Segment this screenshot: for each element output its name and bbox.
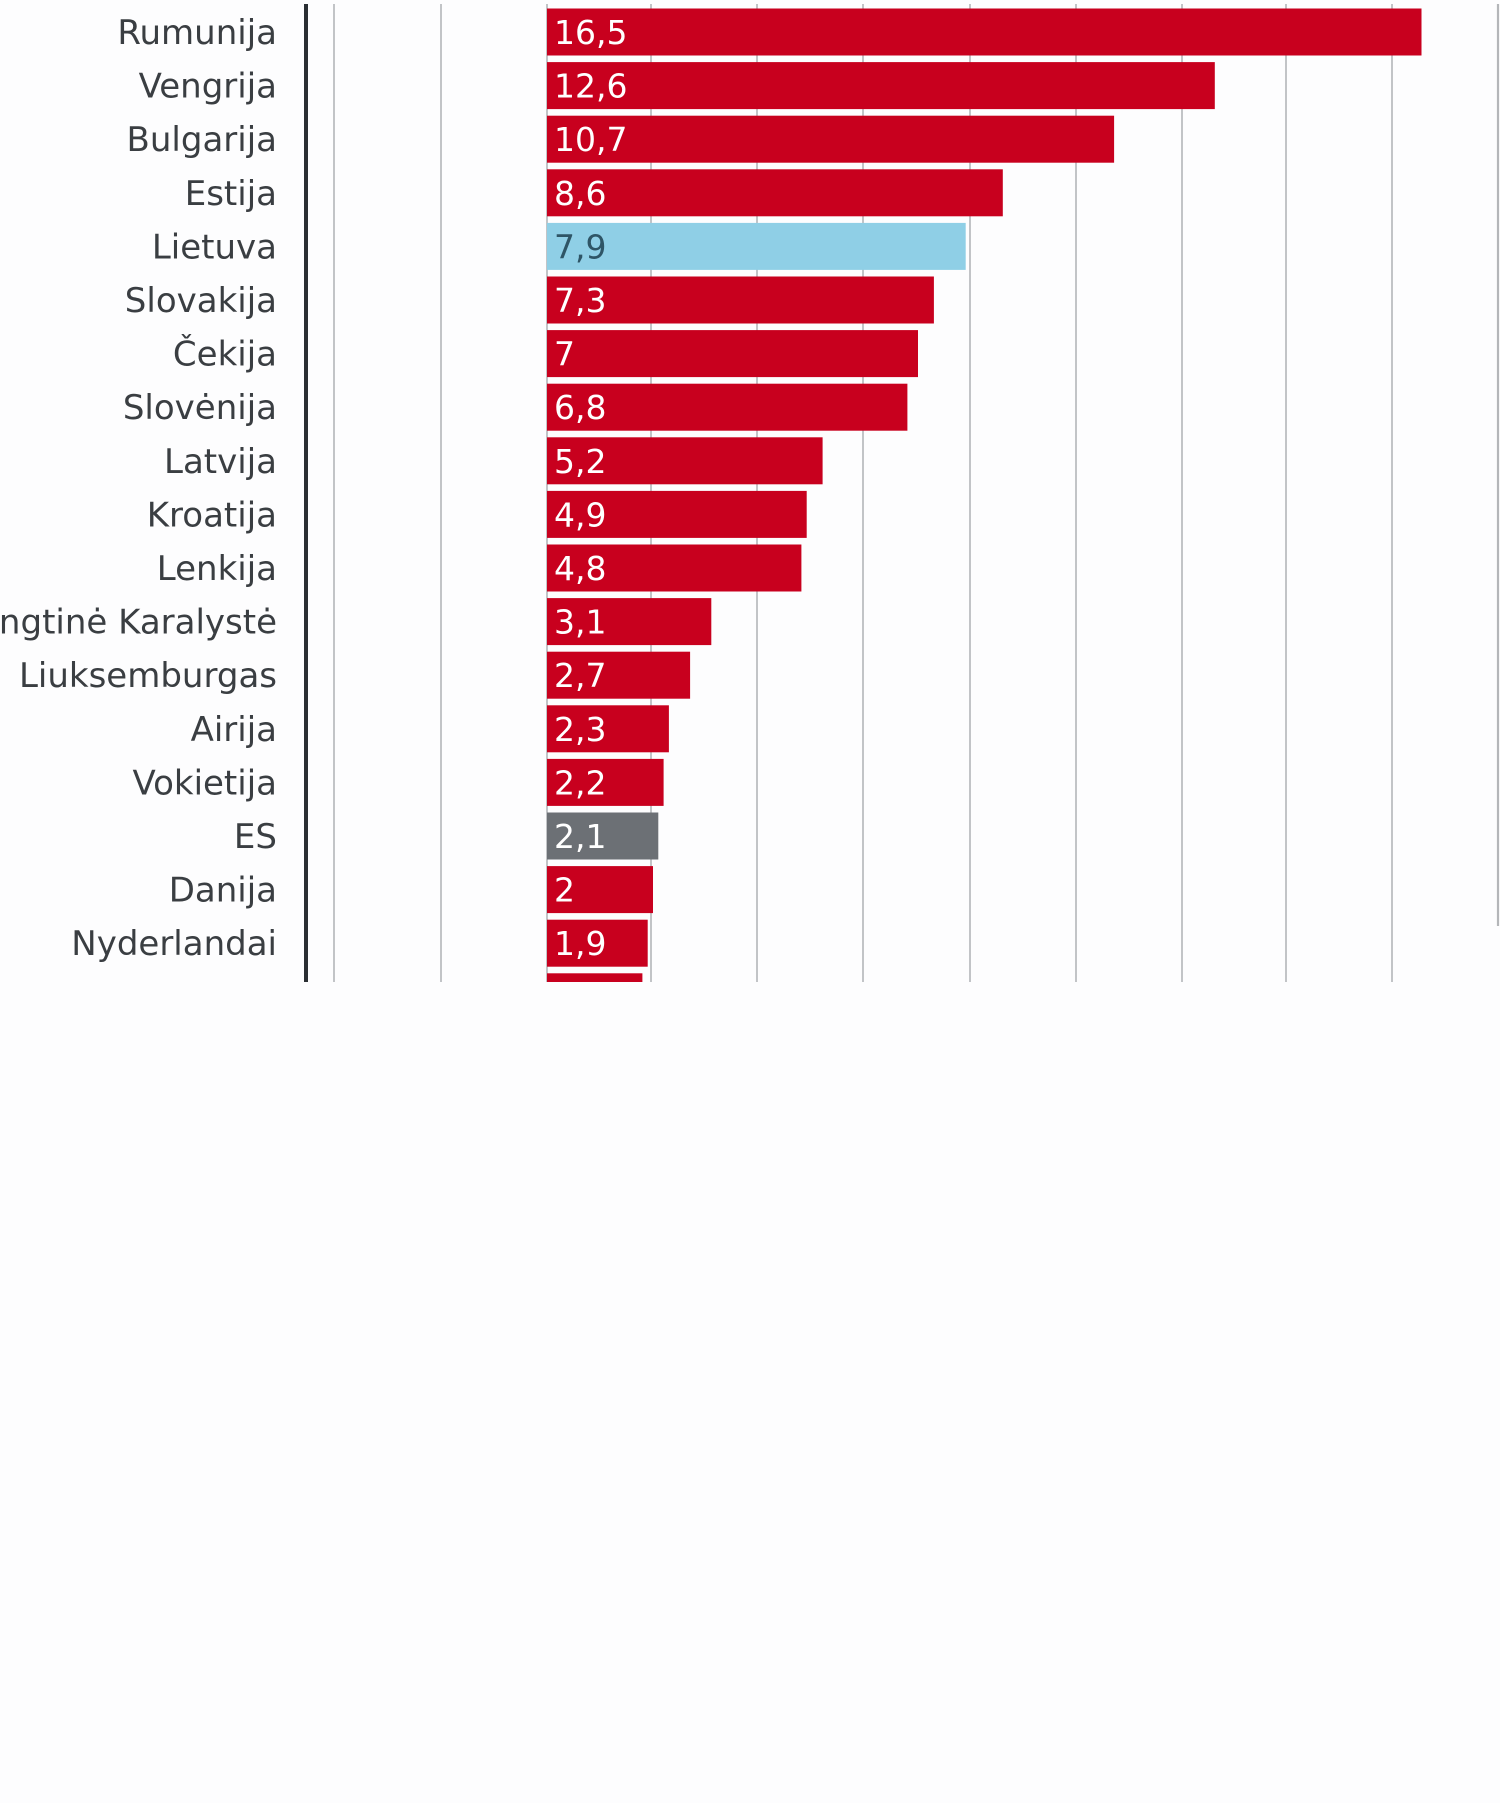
- category-label: Vengrija: [139, 67, 277, 107]
- bar-value-label: 8,6: [554, 174, 606, 213]
- bar: [547, 222, 966, 270]
- category-label: Rumunija: [117, 13, 277, 53]
- bar-value-label: 2,1: [554, 817, 606, 856]
- category-label: Danija: [169, 871, 277, 911]
- bar: [547, 276, 934, 324]
- bar: [547, 758, 664, 806]
- category-label: Slovėnija: [123, 388, 277, 428]
- bar-value-label: 2,2: [554, 763, 606, 802]
- bar: [547, 490, 807, 538]
- bar-value-label: 6,8: [554, 388, 606, 427]
- bar: [547, 115, 1115, 163]
- bar-value-label: 7,3: [554, 281, 606, 320]
- bar: [547, 62, 1215, 110]
- bar-value-label: 2,7: [554, 656, 606, 695]
- bar-value-label: 2,3: [554, 710, 606, 749]
- bar-value-label: 2: [554, 871, 575, 910]
- category-label: Lenkija: [157, 549, 277, 589]
- category-label: ES: [234, 817, 277, 857]
- bar: [547, 598, 712, 646]
- bar: [547, 866, 653, 914]
- category-label: Lietuva: [152, 227, 277, 267]
- bar-partial: [547, 973, 643, 982]
- category-label: Slovakija: [125, 281, 277, 321]
- chart-svg: 16,5 Rumunija 12,6 Vengrija 10,7 Bulgarija 8,6…: [0, 4, 1500, 982]
- category-label: Liuksemburgas: [19, 656, 277, 696]
- category-label: Jungtinė Karalystė: [0, 603, 277, 643]
- bar: [547, 651, 691, 699]
- category-label: Čekija: [173, 334, 277, 375]
- category-label: Vokietija: [132, 763, 277, 803]
- bar: [547, 437, 823, 485]
- category-label: Latvija: [164, 442, 277, 482]
- category-label: Nyderlandai: [71, 924, 277, 964]
- bar: [547, 330, 918, 378]
- bar: [547, 169, 1003, 217]
- category-label: Airija: [191, 710, 277, 750]
- bar: [547, 919, 648, 967]
- bars: 16,5 Rumunija 12,6 Vengrija 10,7 Bulgarija 8,6…: [0, 8, 1422, 982]
- bar-value-label: 16,5: [554, 13, 627, 52]
- bar-value-label: 3,1: [554, 603, 606, 642]
- category-label: Kroatija: [147, 495, 277, 535]
- bar-value-label: 10,7: [554, 120, 627, 159]
- bar-value-label: 5,2: [554, 442, 606, 481]
- category-label: Estija: [185, 174, 277, 214]
- bar: [547, 544, 802, 592]
- bar-value-label: 4,8: [554, 549, 606, 588]
- bar-value-label: 7,9: [554, 227, 606, 266]
- bar: [547, 705, 669, 753]
- bar-value-label: 7: [554, 335, 575, 374]
- bar: [547, 383, 908, 431]
- bar-chart: 16,5 Rumunija 12,6 Vengrija 10,7 Bulgarija 8,6…: [0, 4, 1500, 982]
- category-label: Bulgarija: [127, 120, 277, 160]
- bar: [547, 812, 659, 860]
- bar-value-label: 4,9: [554, 495, 606, 534]
- bar-value-label: 12,6: [554, 67, 627, 106]
- bar: [547, 8, 1422, 56]
- bar-value-label: 1,9: [554, 924, 606, 963]
